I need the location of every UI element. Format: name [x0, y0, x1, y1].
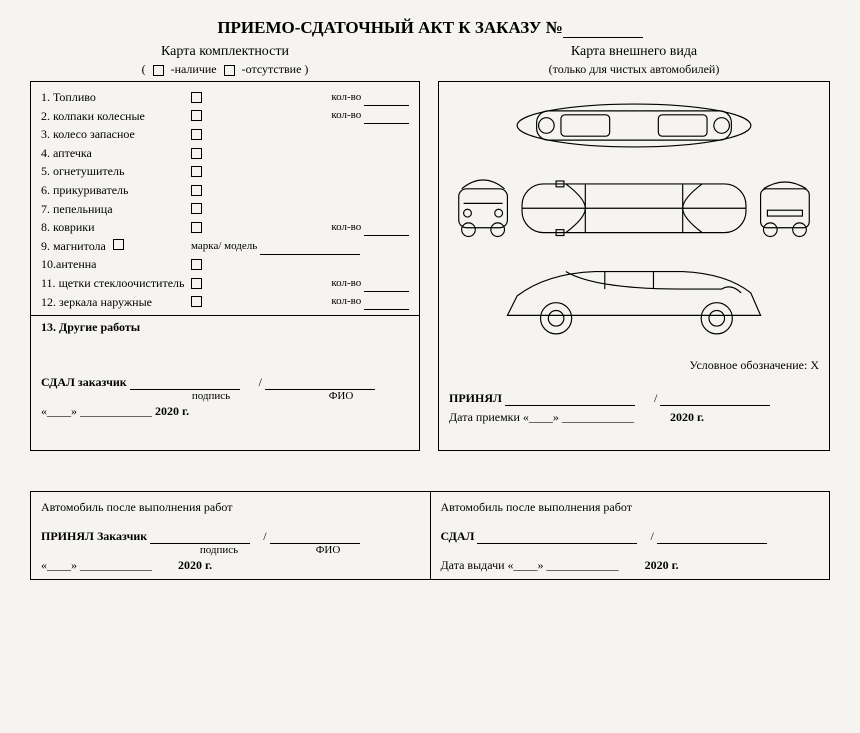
legend-label: Условное обозначение: X: [449, 358, 819, 373]
list-item: 3. колесо запасное: [41, 125, 409, 144]
list-item: 10.антенна: [41, 255, 409, 274]
list-item: 1. Топливокол-во: [41, 88, 409, 107]
list-item: 11. щетки стеклоочистителькол-во: [41, 274, 409, 293]
checkbox-icon[interactable]: [191, 129, 202, 140]
checkbox-icon[interactable]: [191, 185, 202, 196]
car-diagram-icon: [449, 88, 819, 348]
top-columns: Карта комплектности ( -наличие -отсутств…: [30, 44, 830, 451]
checkbox-icon[interactable]: [191, 222, 202, 233]
checkbox-icon[interactable]: [191, 92, 202, 103]
checkbox-icon[interactable]: [191, 296, 202, 307]
list-item: 8. коврикикол-во: [41, 218, 409, 237]
list-item: 6. прикуриватель: [41, 181, 409, 200]
checkbox-icon[interactable]: [191, 259, 202, 270]
after-works-right: Автомобиль после выполнения работ СДАЛ /…: [431, 491, 831, 580]
completeness-panel: 1. Топливокол-во 2. колпаки колесныекол-…: [30, 81, 420, 451]
appearance-column: Карта внешнего вида (только для чистых а…: [438, 44, 830, 451]
list-item: 12. зеркала наружныекол-во: [41, 293, 409, 312]
completeness-column: Карта комплектности ( -наличие -отсутств…: [30, 44, 420, 451]
appearance-panel: Условное обозначение: X ПРИНЯЛ / Дата пр…: [438, 81, 830, 451]
after-works-left: Автомобиль после выполнения работ ПРИНЯЛ…: [30, 491, 431, 580]
checkbox-icon[interactable]: [191, 203, 202, 214]
customer-gave-block: СДАЛ заказчик / подпись ФИО «____» _____…: [41, 375, 409, 419]
presence-box-icon: [153, 65, 164, 76]
list-item: 9. магнитола марка/ модель: [41, 237, 409, 256]
checkbox-icon[interactable]: [191, 148, 202, 159]
list-item: 2. колпаки колесныекол-во: [41, 107, 409, 126]
appearance-header: Карта внешнего вида: [438, 44, 830, 60]
appearance-sub: (только для чистых автомобилей): [438, 62, 830, 77]
checkbox-icon[interactable]: [191, 166, 202, 177]
completeness-legend: ( -наличие -отсутствие ): [30, 62, 420, 77]
checkbox-icon[interactable]: [191, 110, 202, 121]
checkbox-icon[interactable]: [191, 278, 202, 289]
list-item: 5. огнетушитель: [41, 162, 409, 181]
checkbox-icon[interactable]: [113, 239, 124, 250]
list-item: 7. пепельница: [41, 200, 409, 219]
accepted-block: ПРИНЯЛ /: [449, 391, 819, 406]
absence-box-icon: [224, 65, 235, 76]
other-works-label: 13. Другие работы: [41, 320, 409, 335]
list-item: 4. аптечка: [41, 144, 409, 163]
checklist: 1. Топливокол-во 2. колпаки колесныекол-…: [41, 88, 409, 311]
completeness-header: Карта комплектности: [30, 44, 420, 60]
after-works-row: Автомобиль после выполнения работ ПРИНЯЛ…: [30, 491, 830, 580]
after-works-label: Автомобиль после выполнения работ: [441, 500, 820, 515]
after-works-label: Автомобиль после выполнения работ: [41, 500, 420, 515]
accept-date: Дата приемки «____» ____________ 2020 г.: [449, 410, 819, 425]
document-title: ПРИЕМО-СДАТОЧНЫЙ АКТ К ЗАКАЗУ №: [30, 18, 830, 38]
